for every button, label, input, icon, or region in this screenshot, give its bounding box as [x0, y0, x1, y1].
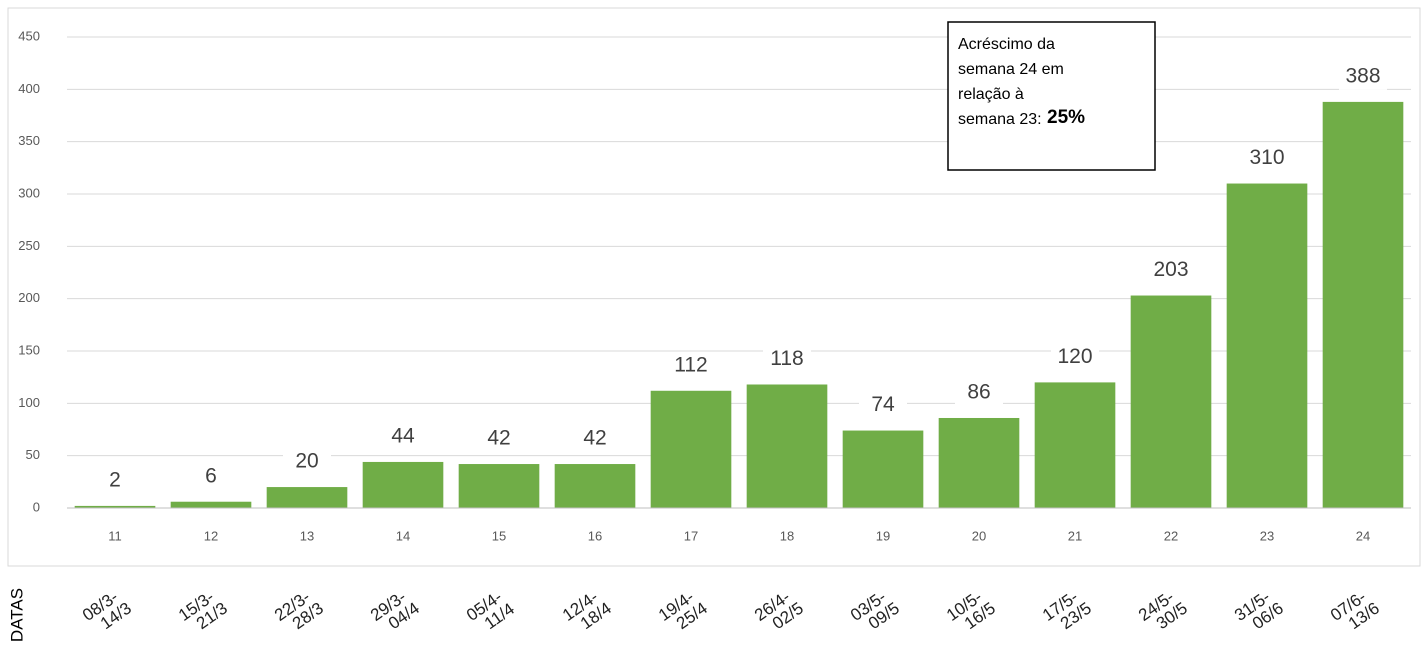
- x-tick-label: 18: [780, 528, 794, 543]
- bar: [746, 384, 828, 508]
- x-tick-label: 22: [1164, 528, 1178, 543]
- y-tick-label: 450: [18, 28, 40, 43]
- bar: [1226, 183, 1308, 509]
- y-tick-label: 300: [18, 185, 40, 200]
- bar: [362, 461, 444, 508]
- annotation-text: Acréscimo da: [958, 36, 1055, 53]
- y-tick-label: 250: [18, 238, 40, 253]
- date-range: 15/3-21/3: [175, 587, 231, 633]
- bar: [842, 430, 924, 508]
- value-label-bg: [763, 346, 811, 373]
- annotation-text: relação à: [958, 86, 1024, 103]
- value-label: 86: [967, 381, 990, 404]
- x-tick-label: 19: [876, 528, 890, 543]
- value-label-bg: [955, 379, 1003, 406]
- value-label: 20: [295, 450, 318, 473]
- date-range: 22/3-28/3: [271, 587, 327, 633]
- value-label-bg: [187, 463, 235, 490]
- value-label-bg: [475, 426, 523, 453]
- y-tick-label: 100: [18, 395, 40, 410]
- value-label-bg: [859, 392, 907, 419]
- x-tick-label: 20: [972, 528, 986, 543]
- x-tick-label: 15: [492, 528, 506, 543]
- value-label: 203: [1153, 258, 1188, 281]
- y-tick-label: 350: [18, 133, 40, 148]
- date-range: 26/4-02/5: [751, 587, 807, 633]
- value-label-bg: [283, 449, 331, 476]
- value-label: 6: [205, 464, 217, 487]
- y-tick-label: 400: [18, 81, 40, 96]
- value-label-bg: [1339, 63, 1387, 90]
- x-tick-label: 24: [1356, 528, 1370, 543]
- bar: [1322, 101, 1404, 508]
- value-label: 120: [1057, 345, 1092, 368]
- bar: [650, 390, 732, 508]
- x-tick-label: 16: [588, 528, 602, 543]
- bar: [554, 464, 636, 508]
- value-label-bg: [1147, 257, 1195, 284]
- x-tick-label: 23: [1260, 528, 1274, 543]
- value-label: 118: [770, 347, 803, 370]
- annotation-text: semana 23:: [958, 111, 1042, 128]
- date-range: 31/5-06/6: [1231, 587, 1287, 633]
- value-label: 44: [391, 424, 415, 447]
- annotation-box: [947, 21, 1156, 171]
- x-tick-label: 11: [108, 528, 122, 543]
- bar: [74, 505, 156, 508]
- value-label-bg: [571, 426, 619, 453]
- y-tick-label: 50: [26, 447, 40, 462]
- value-label: 2: [109, 468, 121, 491]
- value-label-bg: [91, 467, 139, 494]
- value-label: 310: [1249, 146, 1284, 169]
- value-label: 74: [871, 393, 895, 416]
- date-range: 08/3-14/3: [79, 587, 135, 633]
- date-range: 10/5-16/5: [943, 587, 999, 633]
- y-tick-label: 0: [33, 499, 40, 514]
- date-range: 17/5-23/5: [1039, 587, 1095, 633]
- x-tick-label: 14: [396, 528, 410, 543]
- value-label-bg: [1243, 145, 1291, 172]
- bar: [938, 417, 1020, 508]
- value-label-bg: [667, 352, 715, 379]
- value-label-bg: [1051, 344, 1099, 371]
- value-label: 388: [1345, 64, 1380, 87]
- x-tick-label: 12: [204, 528, 218, 543]
- date-range: 05/4-11/4: [463, 587, 518, 633]
- bar: [1130, 295, 1212, 508]
- x-tick-label: 17: [684, 528, 698, 543]
- date-range: 12/4-18/4: [559, 587, 615, 633]
- value-label-bg: [379, 423, 427, 450]
- x-axis-label: DATAS: [7, 588, 26, 642]
- bar: [266, 487, 348, 508]
- date-range: 24/5-30/5: [1135, 587, 1191, 633]
- annotation-highlight: 25%: [1047, 107, 1085, 128]
- value-label: 112: [674, 353, 707, 376]
- value-label: 42: [487, 427, 510, 450]
- x-tick-label: 21: [1068, 528, 1082, 543]
- annotation-text: semana 24 em: [958, 61, 1064, 78]
- value-label: 42: [583, 427, 606, 450]
- bar: [458, 464, 540, 508]
- x-tick-label: 13: [300, 528, 314, 543]
- y-tick-label: 150: [18, 342, 40, 357]
- y-tick-label: 200: [18, 290, 40, 305]
- bar: [1034, 382, 1116, 508]
- bar: [170, 501, 252, 508]
- date-range: 29/3-04/4: [367, 587, 423, 633]
- date-range: 07/6-13/6: [1327, 587, 1383, 633]
- date-range: 03/5-09/5: [847, 587, 903, 633]
- annotation: Acréscimo da semana 24 em relação à semana …: [947, 21, 1156, 171]
- date-range: 19/4-25/4: [655, 587, 711, 633]
